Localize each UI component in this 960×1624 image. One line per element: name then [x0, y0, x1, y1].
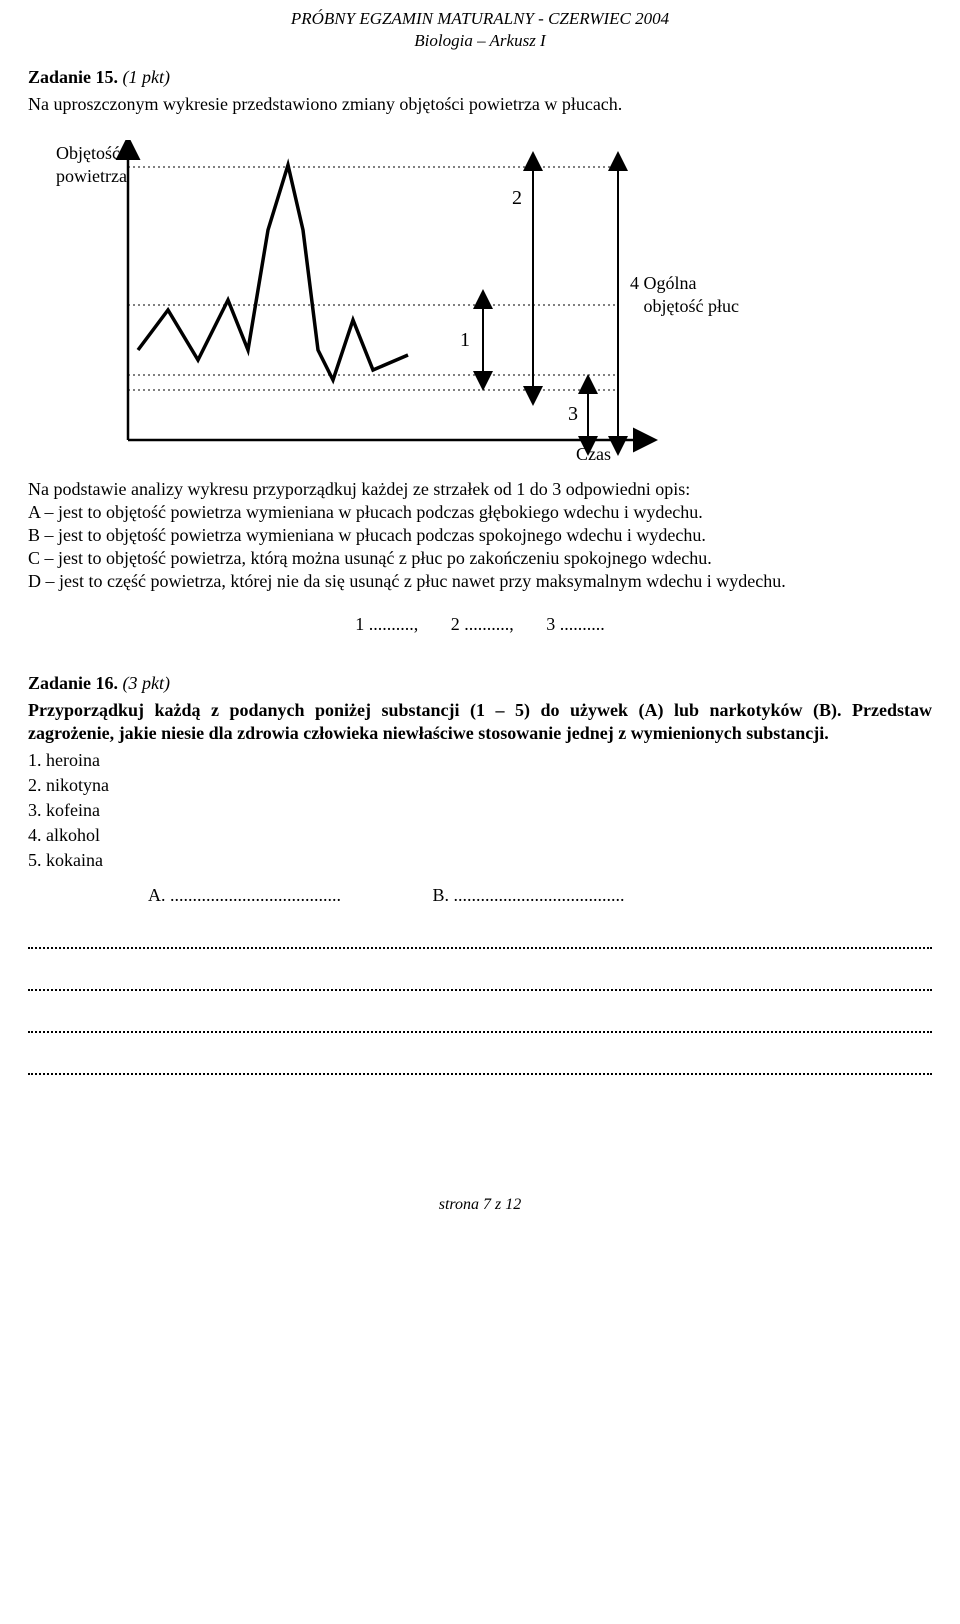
header-line-1: PRÓBNY EGZAMIN MATURALNY - CZERWIEC 2004 — [28, 8, 932, 30]
answer-line[interactable] — [28, 971, 932, 991]
chart-marker-2: 2 — [512, 186, 522, 212]
task-16-list: 1. heroina 2. nikotyna 3. kofeina 4. alk… — [28, 749, 932, 872]
chart-marker-1: 1 — [460, 328, 470, 354]
header-line-2: Biologia – Arkusz I — [28, 30, 932, 52]
answer-line[interactable] — [28, 1013, 932, 1033]
task-15-option-a: A – jest to objętość powietrza wymienian… — [28, 501, 932, 524]
answer-slot-1[interactable]: 1 .........., — [355, 614, 418, 634]
task-15-points: (1 pkt) — [123, 67, 170, 87]
task-16-title: Zadanie 16. (3 pkt) — [28, 672, 932, 695]
list-item: 2. nikotyna — [28, 774, 932, 797]
answer-slot-2[interactable]: 2 .........., — [451, 614, 514, 634]
task-15-title: Zadanie 15. (1 pkt) — [28, 66, 932, 89]
chart-svg — [78, 140, 698, 460]
answer-slot-3[interactable]: 3 .......... — [546, 614, 605, 634]
task-16-prompt: Przyporządkuj każdą z podanych poniżej s… — [28, 699, 932, 745]
task-16-points: (3 pkt) — [123, 673, 170, 693]
page-header: PRÓBNY EGZAMIN MATURALNY - CZERWIEC 2004… — [28, 8, 932, 52]
list-item: 5. kokaina — [28, 849, 932, 872]
list-item: 3. kofeina — [28, 799, 932, 822]
task-15-option-d: D – jest to część powietrza, której nie … — [28, 570, 932, 593]
answer-line[interactable] — [28, 929, 932, 949]
answer-slot-b[interactable]: B. .....................................… — [433, 885, 625, 905]
answer-line[interactable] — [28, 1055, 932, 1075]
chart-x-label: Czas — [576, 443, 611, 466]
chart-waveform — [138, 165, 408, 380]
task-15-option-d-text: D – jest to część powietrza, której nie … — [28, 571, 786, 591]
chart-side-label: 4 Ogólna objętość płuc — [630, 272, 739, 318]
task-16-ab-row: A. .....................................… — [148, 884, 932, 907]
task-15-answer-line: 1 .........., 2 .........., 3 .......... — [28, 613, 932, 636]
list-item: 4. alkohol — [28, 824, 932, 847]
lung-volume-chart: Objętość powietrza 1 2 3 4 Ogólna objęto… — [78, 140, 698, 460]
task-15-prompt: Na podstawie analizy wykresu przyporządk… — [28, 478, 932, 501]
chart-marker-3: 3 — [568, 402, 578, 428]
list-item: 1. heroina — [28, 749, 932, 772]
task-15-option-b: B – jest to objętość powietrza wymienian… — [28, 524, 932, 547]
page-footer: strona 7 z 12 — [28, 1195, 932, 1215]
task-15-option-c: C – jest to objętość powietrza, którą mo… — [28, 547, 932, 570]
chart-y-label: Objętość powietrza — [56, 142, 127, 188]
task-16-number: Zadanie 16. — [28, 673, 123, 693]
task-15-number: Zadanie 15. — [28, 67, 123, 87]
task-15-intro: Na uproszczonym wykresie przedstawiono z… — [28, 93, 932, 116]
answer-slot-a[interactable]: A. .....................................… — [148, 884, 428, 907]
